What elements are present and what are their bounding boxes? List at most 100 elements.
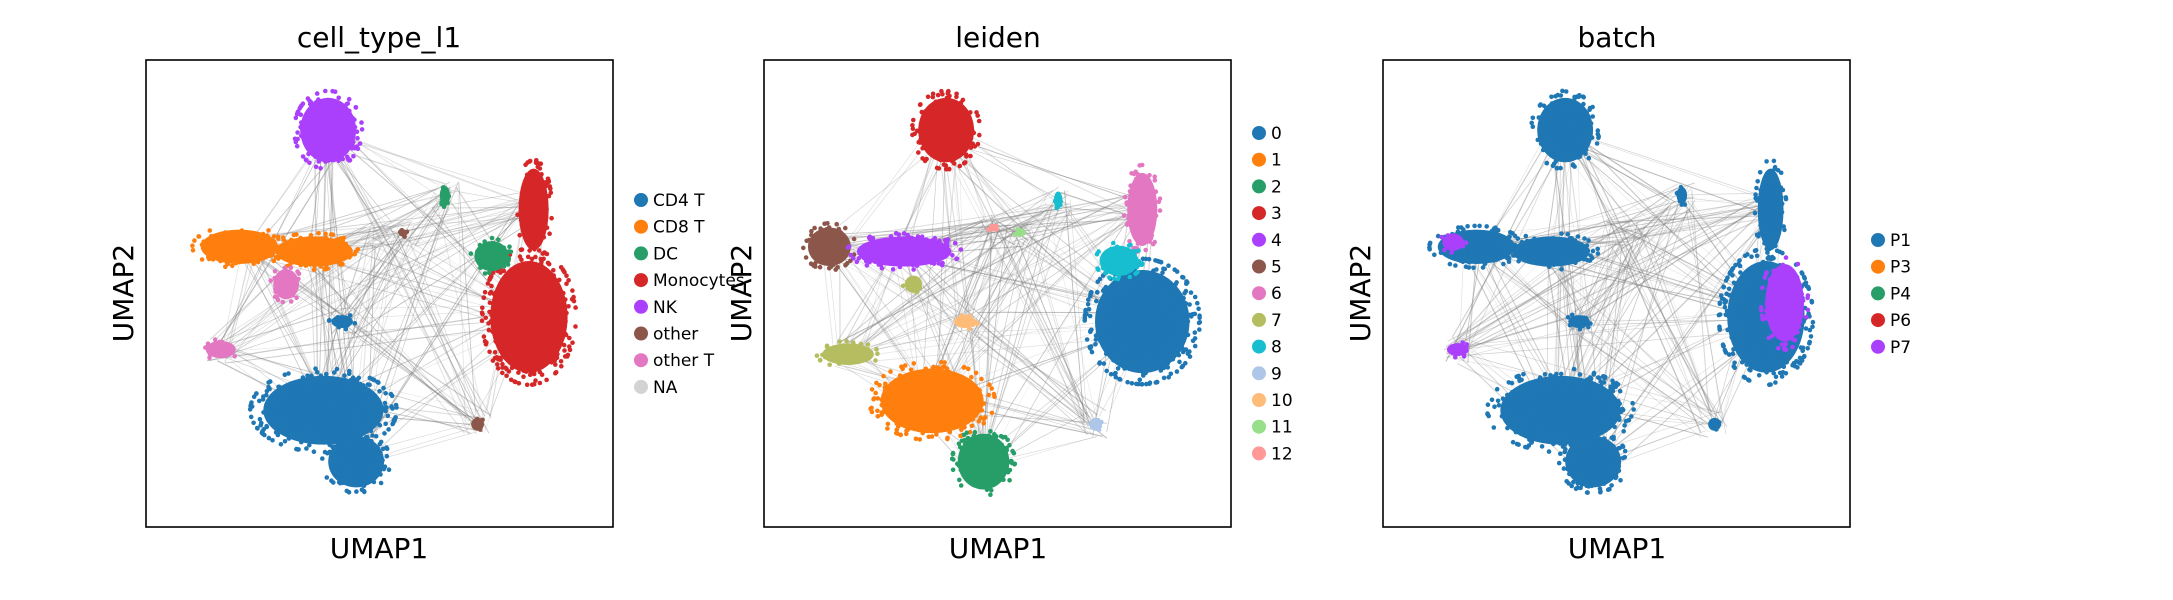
scatter-point [335, 379, 341, 384]
scatter-point [280, 299, 286, 305]
scatter-point [498, 357, 504, 363]
scatter-point [322, 267, 328, 272]
scatter-point [217, 342, 223, 347]
scatter-point [532, 192, 538, 198]
scatter-point [533, 170, 539, 175]
scatter-point [567, 344, 572, 349]
scatter-point [309, 383, 315, 388]
scatter-point [228, 238, 233, 243]
scatter-point [299, 256, 305, 262]
scatter-point [312, 139, 318, 145]
scatter-point [294, 143, 300, 149]
scatter-point [343, 255, 348, 260]
scatter-point [359, 127, 365, 132]
scatter-point [323, 111, 328, 116]
scatter-point [296, 429, 302, 434]
scatter-point [283, 240, 289, 245]
scatter-point [378, 472, 383, 477]
x-axis-label: UMAP1 [330, 532, 429, 565]
scatter-point [507, 271, 513, 276]
graph-edge [206, 307, 538, 362]
scatter-point [324, 115, 330, 120]
scatter-point [337, 478, 343, 484]
scatter-point [300, 375, 306, 380]
scatter-point [319, 398, 324, 404]
scatter-point [206, 252, 211, 258]
scatter-point [272, 268, 278, 274]
scatter-point [294, 295, 299, 301]
scatter-point [482, 239, 488, 244]
graph-edge [323, 122, 490, 434]
scatter-point [534, 326, 539, 332]
scatter-point [268, 278, 274, 283]
scatter-point [360, 412, 366, 418]
legend-label: other T [653, 351, 715, 371]
graph-edge [323, 211, 548, 259]
graph-edge [319, 208, 450, 412]
scatter-point [539, 189, 544, 194]
scatter-point [314, 240, 320, 246]
scatter-point [335, 420, 341, 425]
scatter-point [298, 133, 304, 139]
graph-edge [369, 242, 473, 415]
graph-edge [345, 325, 477, 423]
scatter-point [338, 424, 344, 429]
scatter-point [318, 140, 324, 145]
scatter-point [569, 297, 575, 302]
scatter-point [352, 124, 358, 130]
scatter-point [531, 238, 537, 244]
scatter-point [324, 248, 329, 254]
scatter-point [534, 302, 539, 308]
scatter-point [338, 413, 344, 418]
graph-edge [958, 130, 1139, 216]
scatter-point [552, 286, 557, 291]
graph-edge [342, 240, 391, 321]
scatter-point [534, 263, 540, 268]
scatter-point [573, 324, 578, 329]
scatter-point [538, 330, 543, 336]
scatter-point [273, 254, 279, 260]
scatter-point [540, 222, 545, 228]
graph-edge [228, 225, 394, 339]
scatter-point [329, 396, 334, 402]
scatter-point [328, 460, 334, 465]
cluster-other-t [268, 265, 302, 305]
scatter-point [570, 340, 575, 346]
scatter-point [331, 480, 336, 485]
scatter-point [348, 402, 354, 407]
scatter-point [345, 118, 351, 123]
scatter-point [278, 246, 283, 252]
graph-edge [406, 234, 471, 421]
scatter-point [500, 370, 505, 376]
graph-edge [260, 257, 520, 328]
graph-edge [329, 195, 530, 326]
scatter-point [276, 397, 282, 402]
graph-edge [386, 243, 470, 435]
scatter-point [508, 302, 514, 308]
scatter-point [310, 405, 316, 411]
graph-edge [338, 204, 534, 327]
graph-edge [256, 205, 525, 238]
cluster-other [397, 228, 410, 239]
scatter-point [493, 290, 499, 296]
scatter-point [479, 318, 485, 324]
scatter-point [370, 423, 375, 428]
scatter-point [331, 430, 337, 436]
scatter-point [535, 164, 541, 170]
scatter-point [213, 247, 218, 253]
graph-edge [220, 250, 243, 356]
scatter-point [520, 340, 525, 345]
scatter-point [541, 341, 546, 346]
graph-edge [416, 210, 526, 248]
scatter-point [205, 341, 211, 347]
scatter-point [354, 489, 359, 494]
scatter-point [323, 105, 329, 111]
scatter-point [362, 419, 368, 424]
scatter-point [329, 122, 335, 127]
scatter-point [557, 322, 562, 327]
scatter-point [276, 384, 281, 390]
scatter-point [331, 435, 337, 441]
scatter-point [300, 431, 306, 437]
graph-edge [331, 122, 527, 310]
graph-edge [349, 330, 528, 449]
